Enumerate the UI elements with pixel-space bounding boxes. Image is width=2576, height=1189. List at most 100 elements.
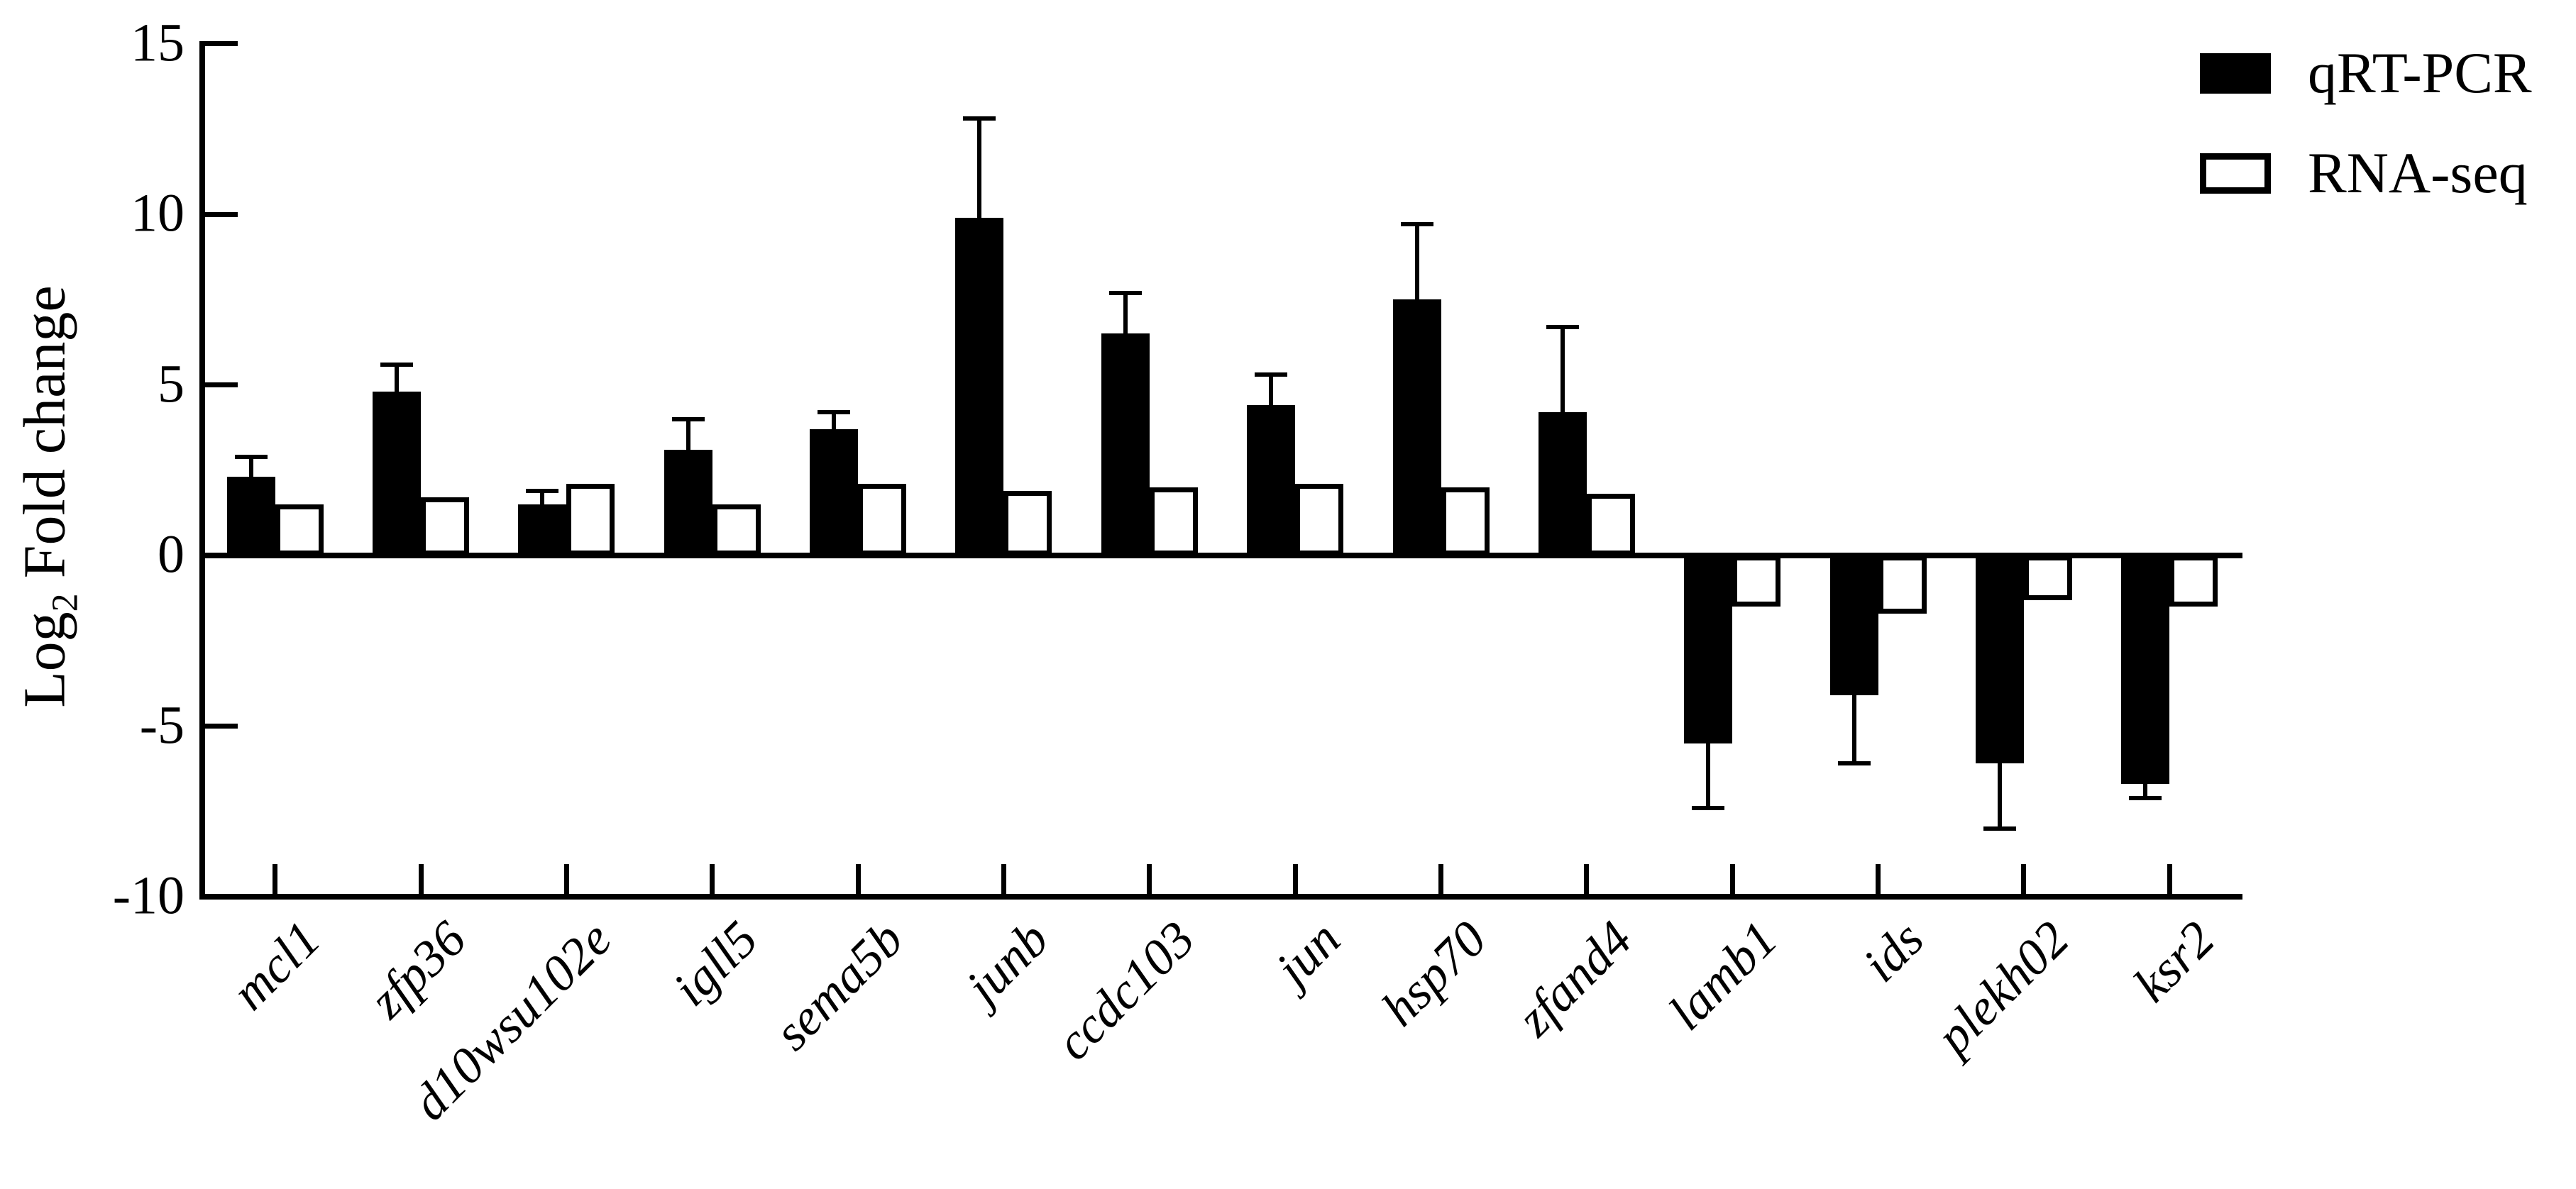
x-category-label-ccdc103: ccdc103	[1045, 910, 1206, 1071]
x-category-label-lamb1: lamb1	[1658, 910, 1788, 1041]
x-tick-mark	[563, 864, 569, 897]
x-category-label-zfp36: zfp36	[358, 910, 477, 1029]
error-bar-line-d10wsu102e	[540, 490, 545, 504]
bar-qrt-pcr-ccdc103	[1101, 333, 1150, 555]
x-axis-zero-line	[202, 553, 2242, 558]
x-category-label-hsp70: hsp70	[1370, 910, 1497, 1037]
error-bar-cap-ccdc103	[1108, 290, 1142, 295]
error-bar-line-jun	[1269, 375, 1274, 406]
bar-qrt-pcr-igll5	[664, 449, 712, 555]
y-tick-label: 5	[158, 353, 185, 414]
bar-rna-seq-igll5	[712, 504, 761, 555]
error-bar-line-mcl1	[248, 456, 253, 477]
bar-rna-seq-lamb1	[1732, 555, 1781, 607]
x-category-label-sema5b: sema5b	[763, 910, 914, 1061]
bar-qrt-pcr-d10wsu102e	[518, 504, 567, 555]
x-category-label-ids: ids	[1851, 910, 1934, 993]
bar-rna-seq-ccdc103	[1149, 487, 1198, 555]
x-category-label-ksr2: ksr2	[2123, 910, 2226, 1013]
bar-qrt-pcr-mcl1	[226, 477, 275, 555]
bar-qrt-pcr-junb	[955, 217, 1004, 555]
error-bar-cap-zfp36	[380, 362, 414, 367]
error-bar-cap-hsp70	[1400, 222, 1433, 227]
x-category-label-jun: jun	[1265, 910, 1351, 997]
x-tick-mark	[418, 864, 424, 897]
y-tick-mark	[205, 894, 238, 900]
bar-rna-seq-sema5b	[858, 483, 907, 555]
error-bar-cap-ksr2	[2129, 795, 2162, 800]
error-bar-cap-lamb1	[1692, 805, 1725, 810]
legend-label-qrt-pcr: qRT-PCR	[2308, 40, 2532, 105]
y-tick-label: 10	[131, 183, 185, 243]
legend-label-rna-seq: RNA-seq	[2308, 140, 2528, 205]
bar-rna-seq-jun	[1295, 483, 1344, 555]
error-bar-line-igll5	[686, 419, 690, 450]
legend-item-rna-seq: RNA-seq	[2200, 144, 2528, 202]
bar-rna-seq-plekh02	[2023, 555, 2072, 600]
y-tick-mark	[205, 41, 238, 46]
y-tick-label: -5	[139, 695, 185, 755]
y-tick-mark	[205, 211, 238, 217]
x-tick-mark	[710, 864, 715, 897]
x-tick-mark	[1584, 864, 1590, 897]
bar-rna-seq-ksr2	[2169, 555, 2218, 607]
bar-rna-seq-d10wsu102e	[566, 483, 615, 555]
x-tick-mark	[1729, 864, 1735, 897]
bar-rna-seq-zfp36	[421, 497, 470, 555]
bar-qrt-pcr-jun	[1247, 405, 1296, 555]
error-bar-cap-d10wsu102e	[526, 488, 559, 493]
bar-qrt-pcr-hsp70	[1392, 299, 1441, 555]
bar-qrt-pcr-zfand4	[1538, 411, 1587, 555]
bar-rna-seq-zfand4	[1586, 494, 1635, 555]
error-bar-cap-jun	[1255, 372, 1288, 377]
x-tick-mark	[1876, 864, 1881, 897]
error-bar-line-ksr2	[2143, 784, 2148, 798]
error-bar-cap-mcl1	[234, 454, 268, 459]
legend-swatch-rna-seq	[2200, 153, 2271, 194]
error-bar-line-plekh02	[1997, 763, 2002, 829]
x-category-label-mcl1: mcl1	[220, 910, 331, 1021]
y-tick-label: 0	[158, 524, 185, 585]
x-tick-mark	[1438, 864, 1444, 897]
x-tick-mark	[2167, 864, 2172, 897]
error-bar-line-ccdc103	[1123, 292, 1128, 334]
error-bar-cap-ids	[1837, 761, 1871, 766]
bar-qrt-pcr-ids	[1829, 555, 1878, 696]
x-category-label-zfand4: zfand4	[1506, 910, 1643, 1047]
error-bar-cap-sema5b	[818, 409, 851, 414]
x-tick-mark	[1292, 864, 1298, 897]
error-bar-cap-zfand4	[1546, 324, 1579, 329]
y-tick-label: -10	[112, 866, 185, 926]
error-bar-line-ids	[1851, 695, 1856, 764]
x-category-label-plekh02: plekh02	[1925, 910, 2080, 1065]
error-bar-line-lamb1	[1706, 743, 1711, 808]
x-tick-mark	[1001, 864, 1006, 897]
bar-rna-seq-junb	[1003, 490, 1052, 555]
x-category-label-junb: junb	[955, 910, 1060, 1015]
error-bar-line-zfand4	[1560, 326, 1565, 412]
bar-rna-seq-ids	[1878, 555, 1927, 614]
x-tick-mark	[855, 864, 861, 897]
y-axis-line	[199, 40, 205, 900]
y-tick-label: 15	[131, 12, 185, 72]
x-tick-mark	[1147, 864, 1152, 897]
bar-rna-seq-hsp70	[1441, 487, 1490, 555]
y-tick-mark	[205, 553, 238, 558]
bar-rna-seq-mcl1	[275, 504, 324, 555]
error-bar-line-hsp70	[1414, 224, 1419, 300]
error-bar-line-sema5b	[832, 411, 837, 430]
x-category-label-igll5: igll5	[661, 910, 769, 1017]
legend-swatch-qrt-pcr	[2200, 52, 2271, 94]
error-bar-line-zfp36	[395, 364, 400, 392]
bar-qrt-pcr-plekh02	[1975, 555, 2024, 764]
error-bar-cap-igll5	[671, 416, 705, 421]
y-tick-mark	[205, 382, 238, 387]
x-tick-mark	[2021, 864, 2027, 897]
y-tick-mark	[205, 724, 238, 729]
error-bar-cap-plekh02	[1983, 826, 2016, 831]
error-bar-line-junb	[977, 118, 982, 218]
bar-qrt-pcr-sema5b	[810, 429, 859, 555]
bar-qrt-pcr-lamb1	[1684, 555, 1733, 743]
